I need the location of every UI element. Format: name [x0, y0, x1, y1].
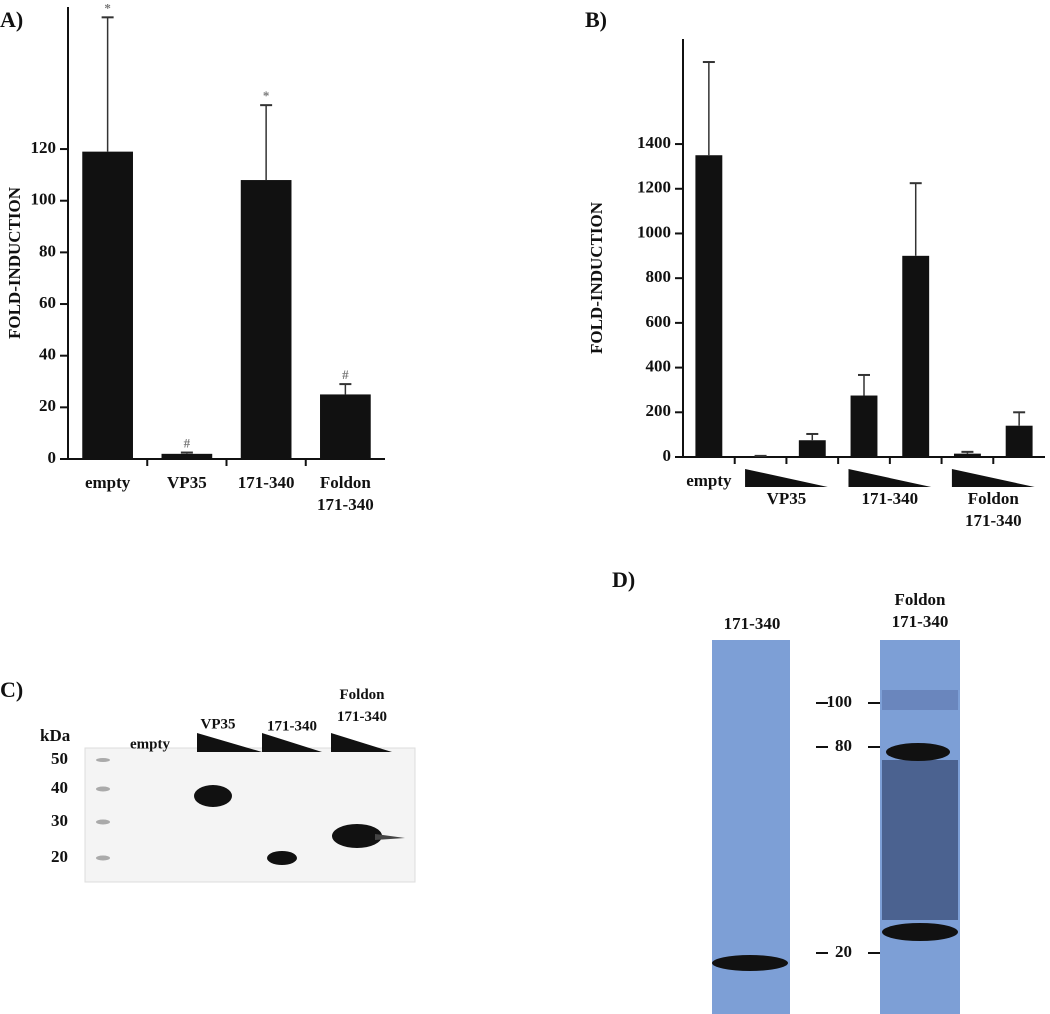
- y-tick-label: 0: [663, 446, 672, 465]
- band-tail: [375, 834, 405, 840]
- band: [712, 955, 788, 971]
- annotation: *: [104, 0, 111, 15]
- band: [886, 743, 950, 761]
- marker-label: 30: [51, 811, 68, 830]
- marker-label: 20: [835, 942, 852, 961]
- lane-label: empty: [130, 736, 170, 752]
- y-tick-label: 800: [646, 267, 672, 286]
- y-tick-label: 40: [39, 345, 56, 364]
- band: [267, 851, 297, 865]
- ramp: [745, 469, 828, 487]
- panel-label: A): [0, 7, 23, 32]
- unit-label: kDa: [40, 726, 71, 745]
- blot-d: [712, 640, 960, 1014]
- bar: [82, 151, 133, 459]
- band: [194, 785, 232, 807]
- x-tick-label: 171-340: [238, 473, 295, 492]
- y-tick-label: 400: [646, 356, 672, 375]
- x-tick-label: empty: [686, 471, 732, 490]
- y-tick-label: 60: [39, 293, 56, 312]
- y-tick-label: 200: [646, 401, 672, 420]
- band: [882, 923, 958, 941]
- y-tick-label: 100: [31, 190, 57, 209]
- y-tick-label: 1200: [637, 178, 671, 197]
- annotation: #: [184, 436, 191, 451]
- y-axis-label: FOLD-INDUCTION: [5, 186, 24, 339]
- smear: [882, 760, 958, 920]
- ladder: [96, 758, 110, 861]
- bar: [1005, 425, 1033, 457]
- bar: [320, 394, 371, 459]
- bar: [902, 255, 930, 457]
- bar: [798, 440, 826, 457]
- annotation: *: [263, 88, 270, 103]
- y-axis-label: FOLD-INDUCTION: [587, 201, 606, 354]
- bar: [161, 453, 213, 459]
- x-tick-label: Foldon 171-340: [317, 473, 374, 514]
- lane-label: VP35: [201, 716, 236, 732]
- y-tick-label: 1400: [637, 133, 671, 152]
- ramp: [262, 733, 322, 752]
- y-tick-label: 600: [646, 312, 672, 331]
- blot-membrane: [84, 747, 416, 883]
- panel-label: B): [585, 7, 607, 32]
- y-tick-label: 20: [39, 396, 56, 415]
- bar: [850, 395, 878, 457]
- lane-label: 171-340: [267, 718, 317, 734]
- lane-label: Foldon 171-340: [337, 687, 387, 725]
- x-tick-label: 171-340: [862, 489, 919, 508]
- ramp: [331, 733, 392, 752]
- x-tick-label: VP35: [767, 489, 807, 508]
- panel-label: D): [612, 567, 635, 592]
- x-tick-label: Foldon 171-340: [965, 489, 1022, 530]
- y-tick-label: 120: [31, 138, 57, 157]
- marker-label: 80: [835, 736, 852, 755]
- y-tick-label: 80: [39, 241, 56, 260]
- marker-label: 50: [51, 749, 68, 768]
- ramp: [197, 733, 262, 752]
- bar: [953, 453, 981, 457]
- blot-c: [84, 733, 416, 883]
- x-tick-label: empty: [85, 473, 131, 492]
- band: [332, 824, 382, 848]
- y-tick-label: 1000: [637, 222, 671, 241]
- ramp: [951, 469, 1035, 487]
- ramp: [848, 469, 932, 487]
- bar: [240, 180, 292, 459]
- lane-label: Foldon 171-340: [892, 590, 949, 631]
- annotation: #: [342, 367, 349, 382]
- marker-label: 40: [51, 778, 68, 797]
- y-tick-label: 0: [48, 448, 57, 467]
- marker-label: 20: [51, 847, 68, 866]
- bar: [695, 155, 723, 457]
- marker-label: 100: [827, 692, 853, 711]
- smear: [882, 690, 958, 710]
- x-tick-label: VP35: [167, 473, 207, 492]
- panel-label: C): [0, 677, 23, 702]
- lane-label: 171-340: [724, 614, 781, 633]
- blot-lane: [712, 640, 790, 1014]
